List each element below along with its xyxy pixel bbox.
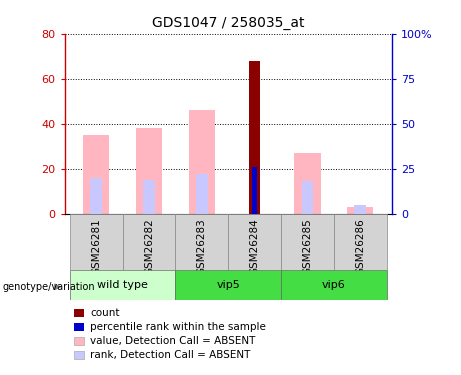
Bar <box>189 110 215 214</box>
Bar <box>301 182 313 214</box>
Bar <box>90 178 102 214</box>
Text: GSM26283: GSM26283 <box>197 218 207 275</box>
Bar <box>281 214 334 270</box>
Bar <box>228 214 281 270</box>
Bar <box>334 214 387 270</box>
Text: value, Detection Call = ABSENT: value, Detection Call = ABSENT <box>90 336 255 346</box>
Bar <box>175 214 228 270</box>
Bar <box>143 180 155 214</box>
Bar <box>281 270 387 300</box>
Title: GDS1047 / 258035_at: GDS1047 / 258035_at <box>152 16 304 30</box>
Text: wild type: wild type <box>97 280 148 290</box>
Bar <box>70 214 123 270</box>
Bar <box>252 167 257 214</box>
Text: percentile rank within the sample: percentile rank within the sample <box>90 322 266 332</box>
Bar <box>355 205 366 214</box>
Text: genotype/variation: genotype/variation <box>2 282 95 292</box>
Bar <box>70 270 175 300</box>
Bar <box>83 135 109 214</box>
Bar <box>123 214 175 270</box>
Text: vip5: vip5 <box>216 280 240 290</box>
Text: GSM26285: GSM26285 <box>302 218 313 275</box>
Text: GSM26284: GSM26284 <box>249 218 260 275</box>
Text: GSM26286: GSM26286 <box>355 218 365 275</box>
Bar <box>175 270 281 300</box>
Text: GSM26282: GSM26282 <box>144 218 154 275</box>
Bar <box>249 61 260 214</box>
Text: GSM26281: GSM26281 <box>91 218 101 275</box>
Bar <box>347 207 373 214</box>
Bar <box>294 153 320 214</box>
Bar <box>136 128 162 214</box>
Text: vip6: vip6 <box>322 280 346 290</box>
Text: count: count <box>90 308 119 318</box>
Bar <box>196 174 207 214</box>
Text: rank, Detection Call = ABSENT: rank, Detection Call = ABSENT <box>90 350 250 360</box>
